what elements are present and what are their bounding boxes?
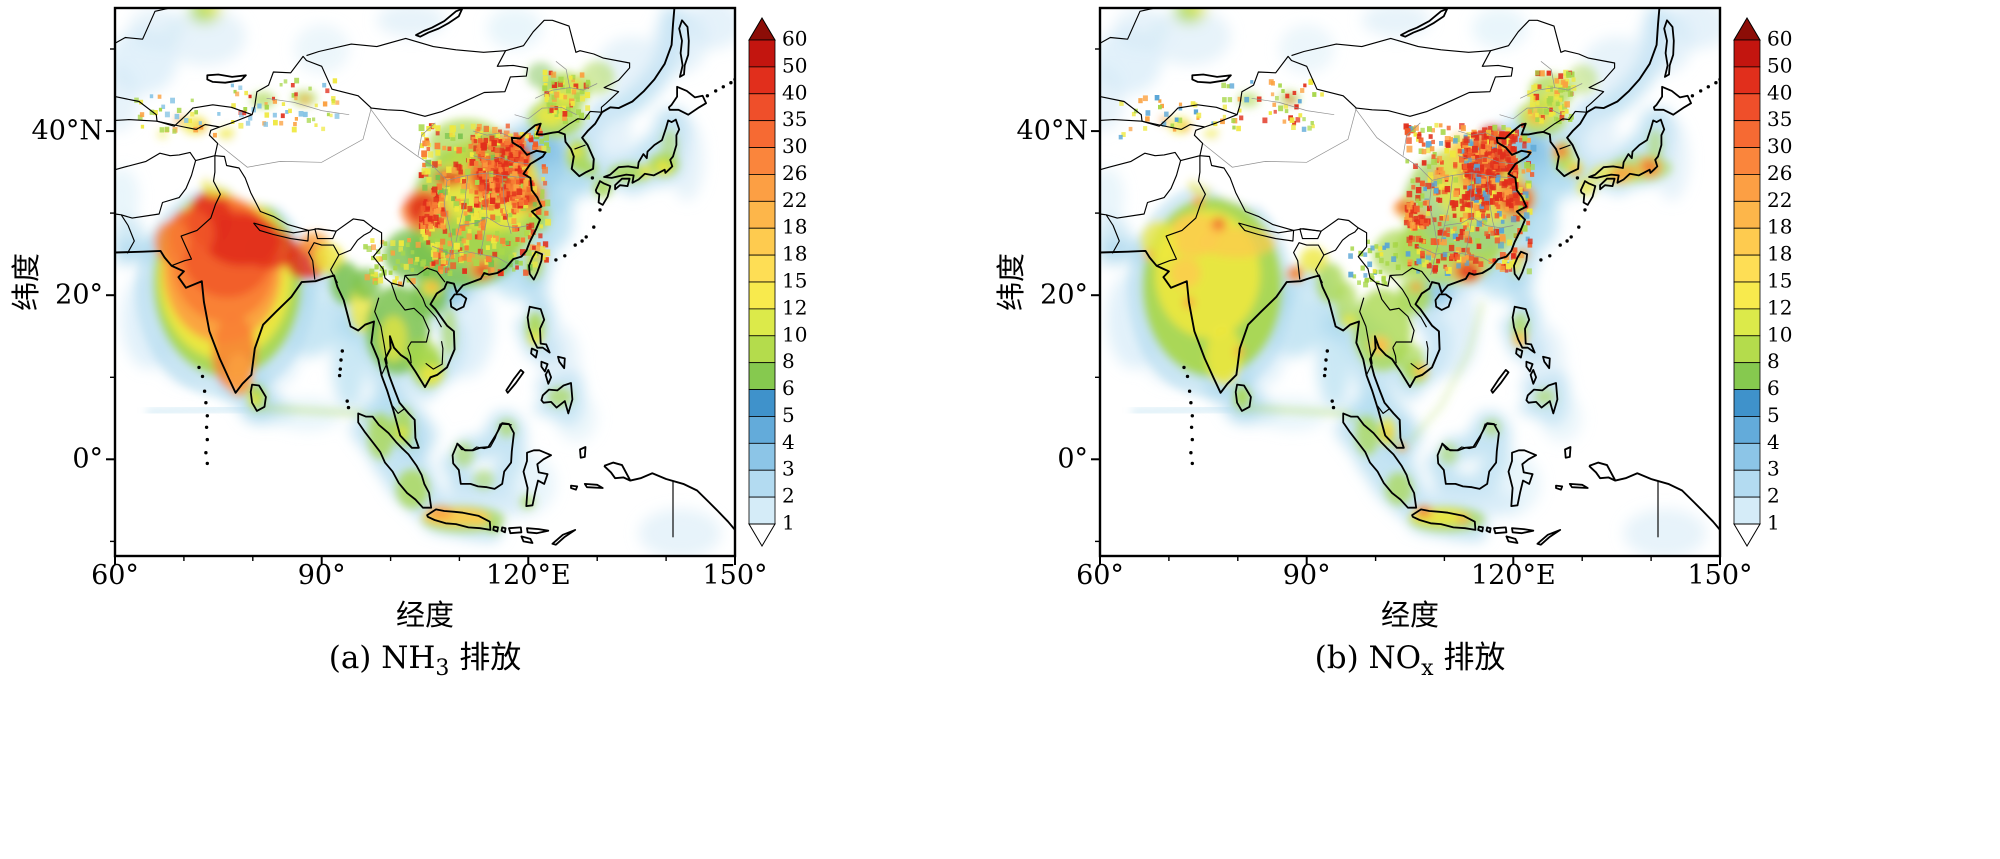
colorbar-tick-label: 12 (782, 295, 807, 319)
colorbar-tick-label: 40 (1767, 80, 1792, 104)
axis-ticks (1091, 48, 1721, 565)
colorbar-tick-label: 30 (782, 134, 807, 158)
colorbar-tick-label: 50 (782, 53, 807, 77)
colorbar-tick-label: 6 (782, 376, 795, 400)
emission-speckles (134, 69, 591, 287)
colorbar-tick-label: 26 (782, 161, 807, 185)
map-layers (1100, 8, 1720, 556)
colorbar-tick-label: 60 (782, 27, 807, 51)
colorbar-tick-label: 26 (1767, 161, 1792, 185)
colorbar-tick-label: 10 (782, 322, 807, 346)
colorbar-tick-label: 60 (1767, 27, 1792, 51)
caption-text-suffix: 排放 (1433, 640, 1506, 676)
x-tick-label: 120°E (1470, 560, 1556, 591)
x-tick-label: 120°E (485, 560, 571, 591)
caption-subscript: 3 (435, 656, 450, 682)
province-borders (1202, 61, 1583, 275)
colorbar-tick-label: 18 (782, 215, 807, 239)
coastlines (115, 8, 735, 546)
x-tick-label: 90° (297, 560, 346, 591)
colorbar-tick-label: 1 (1767, 511, 1780, 535)
colorbar-tick-label: 2 (782, 484, 795, 508)
colorbar-tick-label: 6 (1767, 376, 1780, 400)
caption-subscript: x (1421, 656, 1434, 682)
colorbar-tick-label: 35 (782, 107, 807, 131)
colorbar-tick-label: 40 (782, 80, 807, 104)
province-borders (217, 61, 598, 275)
caption-text: (b) NO (1314, 640, 1422, 676)
x-axis-label: 经度 (1380, 598, 1440, 632)
colorbar-tick-label: 35 (1767, 107, 1792, 131)
emission-speckles (1118, 69, 1577, 288)
colorbar-tick-label: 10 (1767, 322, 1792, 346)
map-layers (115, 8, 735, 556)
y-tick-label: 40°N (31, 115, 103, 147)
y-tick-label: 20° (1040, 279, 1088, 311)
colorbar-tick-label: 8 (1767, 349, 1780, 373)
y-axis-label: 纬度 (994, 252, 1028, 312)
x-tick-label: 150° (1687, 560, 1753, 591)
y-tick-label: 40°N (1016, 115, 1088, 147)
caption-text-suffix: 排放 (449, 640, 522, 676)
colorbar-tick-label: 3 (1767, 457, 1780, 481)
nh3-emission-map (106, 6, 737, 565)
colorbar-tick-label: 3 (782, 457, 795, 481)
y-tick-label: 0° (1057, 443, 1088, 475)
y-tick-label: 20° (55, 279, 103, 311)
colorbar-tick-label: 4 (782, 430, 795, 454)
x-axis-label: 经度 (395, 598, 455, 632)
colorbar-tick-label: 18 (1767, 215, 1792, 239)
coastlines (1100, 8, 1720, 546)
y-axis-label: 纬度 (9, 252, 43, 312)
colorbar-tick-label: 12 (1767, 295, 1792, 319)
colorbar-tick-label: 5 (782, 403, 795, 427)
colorbar-tick-label: 22 (782, 188, 807, 212)
colorbar-tick-label: 50 (1767, 53, 1792, 77)
colorbar-tick-label: 18 (782, 242, 807, 266)
colorbar-tick-label: 5 (1767, 403, 1780, 427)
colorbar-tick-label: 2 (1767, 484, 1780, 508)
colorbar-tick-label: 4 (1767, 430, 1780, 454)
colorbar-tick-label: 18 (1767, 242, 1792, 266)
country-borders (115, 8, 674, 538)
x-tick-label: 150° (702, 560, 768, 591)
panel-caption-a: (a) NH3 排放 (329, 632, 522, 681)
colorbar-tick-label: 15 (782, 269, 807, 293)
colorbar-tick-label: 30 (1767, 134, 1792, 158)
colorbar-tick-label: 8 (782, 349, 795, 373)
colorbar-tick-label: 22 (1767, 188, 1792, 212)
panel-caption-b: (b) NOx 排放 (1315, 632, 1506, 681)
x-tick-label: 60° (91, 560, 139, 591)
colorbar-tick-label: 15 (1767, 269, 1792, 293)
x-tick-label: 90° (1282, 560, 1331, 591)
caption-text: (a) NH (328, 640, 436, 676)
colorbar-tick-label: 1 (782, 511, 795, 535)
x-tick-label: 60° (1076, 560, 1124, 591)
y-tick-label: 0° (72, 443, 103, 475)
axis-ticks (106, 48, 736, 565)
nox-emission-map (1091, 6, 1722, 565)
